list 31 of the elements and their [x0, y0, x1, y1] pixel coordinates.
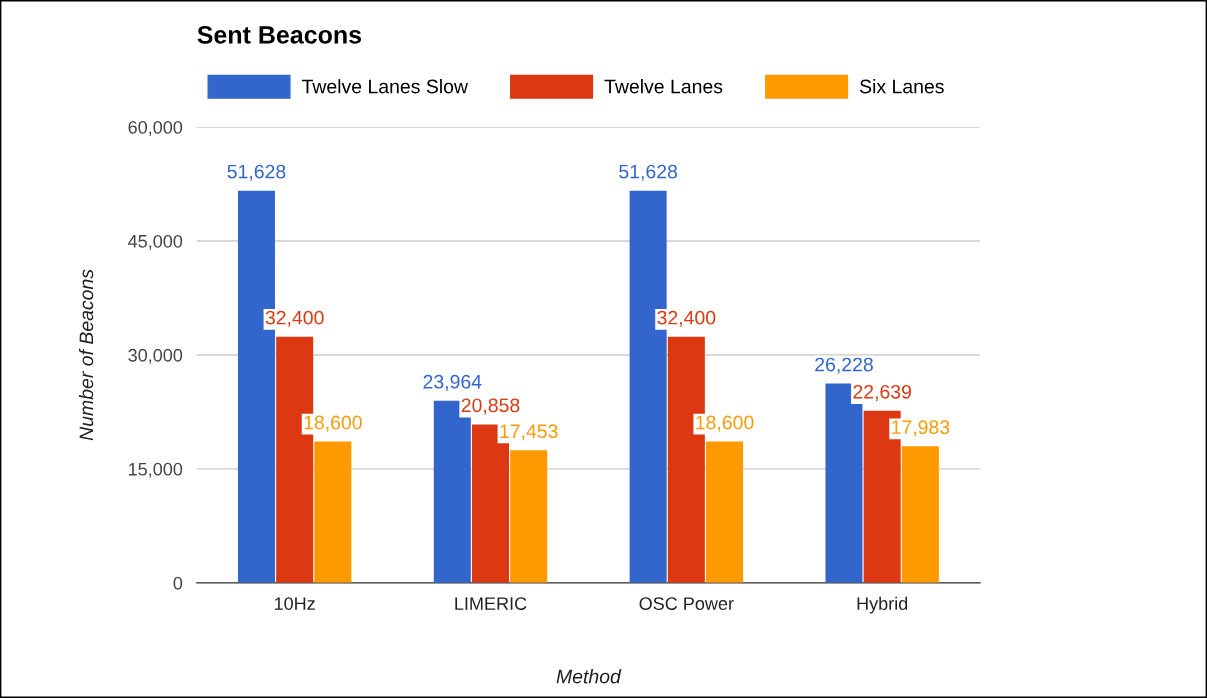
bar [901, 446, 939, 583]
legend-label: Twelve Lanes Slow [301, 79, 469, 94]
legend-label: Six Lanes [859, 79, 944, 94]
x-tick-label: 10Hz [274, 597, 315, 610]
data-label: 26,228 [815, 357, 873, 374]
data-label: 51,628 [227, 164, 286, 181]
data-label: 17,453 [500, 424, 558, 441]
chart-title: Sent Beacons [197, 26, 362, 44]
y-axis-title: Number of Beacons [78, 269, 94, 441]
bar [510, 450, 548, 583]
x-tick-label: LIMERIC [455, 597, 527, 610]
data-label: 22,639 [853, 384, 911, 401]
data-label: 18,600 [304, 415, 362, 432]
y-tick-label: 30,000 [128, 348, 183, 364]
bar [706, 441, 744, 583]
data-label: 20,858 [461, 398, 520, 415]
legend-label: Twelve Lanes [604, 79, 723, 94]
x-axis-title: Method [556, 669, 622, 684]
data-label: 32,400 [265, 310, 324, 327]
data-label: 23,964 [423, 374, 482, 391]
data-label: 18,600 [696, 415, 754, 432]
y-tick-label: 45,000 [128, 234, 183, 250]
data-label: 51,628 [619, 164, 678, 181]
y-tick-label: 60,000 [128, 120, 183, 136]
x-tick-label: OSC Power [639, 597, 734, 610]
bar [314, 441, 352, 583]
x-tick-label: Hybrid [857, 596, 908, 614]
y-tick-label: 15,000 [129, 462, 183, 478]
y-tick-label: 0 [173, 576, 183, 590]
data-label: 17,983 [892, 420, 950, 437]
data-label: 32,400 [657, 310, 716, 327]
